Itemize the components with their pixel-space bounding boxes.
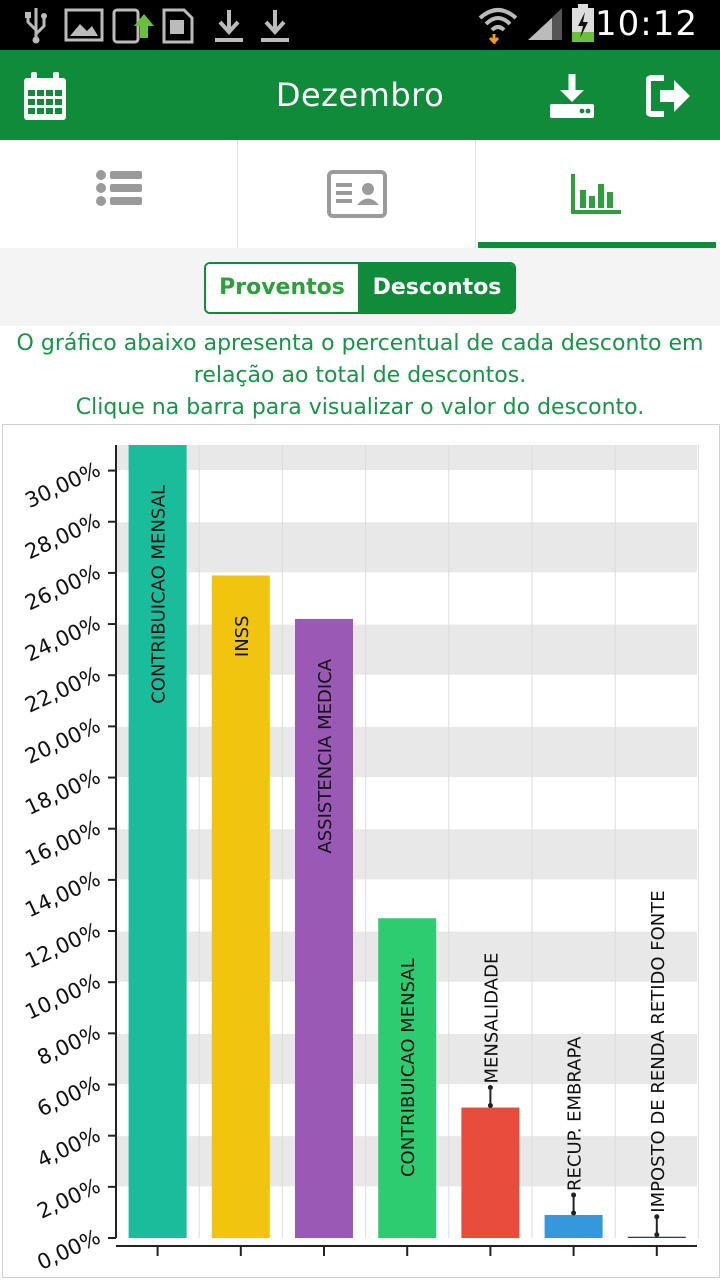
chart-container: 0,00% 2,00% 4,00% 6,00% 8,00% 10,00% 12,00% 14,…: [2, 424, 720, 1278]
page-title: Dezembro: [275, 76, 445, 114]
y-tick-label: 16,00%: [21, 815, 104, 871]
y-tick-label: 30,00%: [21, 457, 104, 513]
grid-band: [116, 828, 697, 880]
bar-label: MENSALIDADE: [481, 953, 502, 1084]
discount-bar-chart: 0,00%2,00%4,00%6,00%8,00%10,00%12,00%14,…: [21, 445, 699, 1275]
label-connector-dot: [571, 1192, 577, 1198]
y-tick-label: 24,00%: [21, 611, 104, 667]
description-line: O gráfico abaixo apresenta o percentual …: [16, 331, 704, 356]
y-tick-label: 0,00%: [34, 1225, 105, 1275]
list-icon: [95, 170, 142, 206]
id-card-icon: [326, 170, 387, 218]
tab-chart[interactable]: [478, 140, 715, 248]
bar[interactable]: [211, 575, 270, 1238]
y-tick-label: 4,00%: [34, 1122, 105, 1172]
description-line: Clique na barra para visualizar o valor …: [75, 395, 645, 420]
bar-label: ASSISTENCIA MEDICA: [315, 658, 336, 853]
chart-description: O gráfico abaixo apresenta o percentual …: [0, 328, 720, 424]
download-icon: [261, 10, 289, 42]
y-tick-label: 20,00%: [21, 713, 104, 769]
y-tick-label: 10,00%: [21, 969, 104, 1025]
label-connector-dot: [487, 1085, 493, 1091]
bar-label: RECUP. EMBRAPA: [565, 1036, 586, 1191]
bar[interactable]: [128, 445, 187, 1238]
image-icon: [64, 8, 104, 42]
bar[interactable]: [627, 1236, 686, 1238]
status-bar: 10:12: [0, 0, 720, 50]
y-tick-label: 12,00%: [21, 918, 104, 974]
y-tick-label: 26,00%: [21, 560, 104, 616]
label-connector-dot: [654, 1232, 660, 1238]
download-icon: [215, 10, 243, 42]
grid-band: [116, 445, 697, 471]
y-tick-label: 22,00%: [21, 662, 104, 718]
label-connector-dot: [654, 1214, 660, 1220]
bar-label: INSS: [232, 615, 253, 657]
y-tick-label: 6,00%: [34, 1071, 105, 1121]
battery-charging-icon: [572, 4, 594, 42]
logout-icon[interactable]: [646, 70, 692, 122]
bar-chart-icon: [570, 174, 621, 214]
sd-card-icon: [162, 8, 194, 44]
segment-proventos[interactable]: Proventos: [206, 264, 360, 312]
bar-label: CONTRIBUICAO MENSAL: [398, 958, 419, 1177]
description-line: relação ao total de descontos.: [193, 363, 527, 388]
tab-id-card[interactable]: [238, 140, 476, 248]
bar[interactable]: [461, 1107, 520, 1238]
clock: 10:12: [595, 4, 698, 44]
y-tick-label: 28,00%: [21, 509, 104, 565]
y-tick-label: 2,00%: [34, 1174, 105, 1224]
bar[interactable]: [295, 618, 353, 1238]
segmented-control: Proventos Descontos: [204, 262, 516, 314]
tab-bar: [0, 140, 720, 248]
label-connector-dot: [571, 1210, 577, 1216]
bar[interactable]: [544, 1214, 603, 1238]
app-bar: Dezembro: [0, 50, 720, 140]
download-icon[interactable]: [548, 70, 596, 122]
wifi-icon: [478, 8, 518, 44]
active-tab-indicator: [478, 242, 716, 248]
grid-band: [116, 726, 697, 778]
label-connector-dot: [487, 1103, 493, 1109]
segment-descontos[interactable]: Descontos: [360, 264, 514, 312]
grid-band: [116, 624, 697, 676]
calendar-icon[interactable]: [22, 70, 68, 122]
tab-list[interactable]: [0, 140, 238, 248]
segment-area: Proventos Descontos: [0, 248, 720, 326]
bar-label: IMPOSTO DE RENDA RETIDO FONTE: [648, 890, 669, 1212]
usb-icon: [25, 8, 47, 44]
y-tick-label: 14,00%: [21, 867, 104, 923]
phone-update-icon: [112, 8, 154, 44]
y-tick-label: 8,00%: [34, 1020, 105, 1070]
signal-icon: [528, 8, 562, 40]
grid-band: [116, 521, 697, 573]
bar[interactable]: [378, 918, 437, 1238]
y-tick-label: 18,00%: [21, 764, 104, 820]
bar-label: CONTRIBUICAO MENSAL: [149, 485, 170, 704]
